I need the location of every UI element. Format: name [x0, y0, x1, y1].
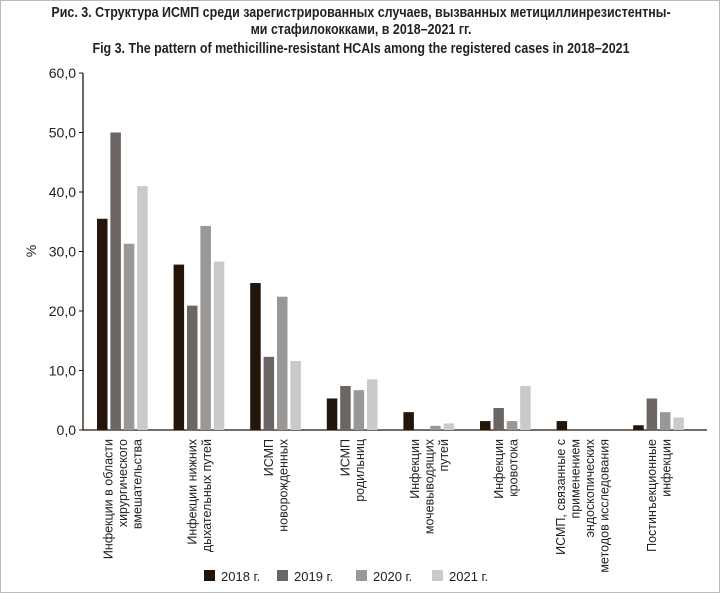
y-tick-label: 60,0 [49, 65, 76, 81]
bar-2020-2 [277, 296, 288, 430]
x-tick-label: Инфекции в области [102, 439, 116, 559]
x-tick-label: путей [437, 439, 451, 472]
legend-swatch [277, 570, 288, 581]
bar-2019-1 [187, 305, 198, 430]
bar-2019-3 [340, 385, 351, 430]
x-tick-label: ИСМП [339, 439, 353, 476]
bar-2018-4 [403, 412, 414, 430]
legend-label: 2020 г. [373, 569, 412, 584]
bar-2019-5 [493, 407, 504, 430]
x-tick-label: новорожденных [276, 438, 290, 531]
x-tick-label: Инфекции [492, 439, 506, 499]
x-tick-label: кровотока [506, 439, 520, 497]
bar-2018-2 [250, 283, 261, 430]
y-tick-label: 30,0 [49, 244, 76, 260]
x-tick-label: ИСМП [262, 439, 276, 476]
bar-2020-3 [353, 390, 365, 430]
legend-label: 2021 г. [449, 569, 488, 584]
x-tick-label: мочевыводящих [422, 438, 436, 534]
x-tick-label: хирургического [116, 439, 130, 527]
bar-2020-0 [123, 243, 135, 430]
bar-2020-7 [660, 412, 671, 430]
x-tick-label: эндоскопических [583, 438, 597, 537]
x-tick-label: инфекции [659, 439, 673, 497]
legend-label: 2019 г. [294, 569, 333, 584]
bar-2021-5 [520, 385, 531, 430]
bar-2021-4 [443, 423, 455, 430]
x-tick-label: применением [568, 439, 582, 519]
legend-label: 2018 г. [221, 569, 260, 584]
y-tick-label: 20,0 [49, 303, 76, 319]
x-tick-label: ИСМП, связанные с [554, 439, 568, 555]
bar-2018-7 [633, 425, 644, 430]
bar-2018-5 [480, 421, 491, 430]
bar-2019-2 [263, 356, 275, 430]
x-tick-label: Постинъекционные [645, 439, 659, 552]
title-ru-line1: Рис. 3. Структура ИСМП среди зарегистрир… [51, 5, 671, 21]
y-tick-label: 10,0 [49, 363, 76, 379]
bar-2019-0 [110, 132, 121, 430]
title-ru-line2: ми стафилококками, в 2018–2021 гг. [250, 22, 472, 38]
legend-swatch [356, 570, 367, 581]
y-tick-label: 40,0 [49, 184, 76, 200]
x-tick-label: дыхательных путей [200, 439, 214, 552]
x-tick-label: родильниц [353, 439, 367, 502]
bar-2020-1 [200, 225, 211, 430]
bar-2018-1 [173, 264, 185, 430]
bar-2019-7 [646, 398, 658, 430]
bar-2018-6 [556, 421, 568, 430]
bar-2021-0 [137, 186, 148, 430]
bar-2020-5 [506, 421, 518, 430]
x-tick-label: методов исследования [597, 439, 611, 573]
bar-2021-3 [367, 379, 378, 430]
y-axis-label: % [23, 245, 39, 257]
legend-swatch [204, 570, 215, 581]
bar-2018-3 [326, 398, 338, 430]
bar-2021-7 [673, 417, 684, 430]
bar-2021-1 [213, 261, 225, 430]
x-tick-label: вмешательства [131, 439, 145, 529]
x-tick-label: Инфекции [408, 439, 422, 499]
x-tick-label: Инфекции нижних [185, 438, 199, 544]
legend-swatch [432, 570, 443, 581]
bar-2021-2 [290, 360, 301, 430]
title-en: Fig 3. The pattern of methicilline-resis… [92, 41, 630, 57]
bar-2020-4 [430, 425, 441, 430]
y-tick-label: 0,0 [57, 422, 77, 438]
bar-2018-0 [97, 218, 108, 430]
y-tick-label: 50,0 [49, 125, 76, 141]
